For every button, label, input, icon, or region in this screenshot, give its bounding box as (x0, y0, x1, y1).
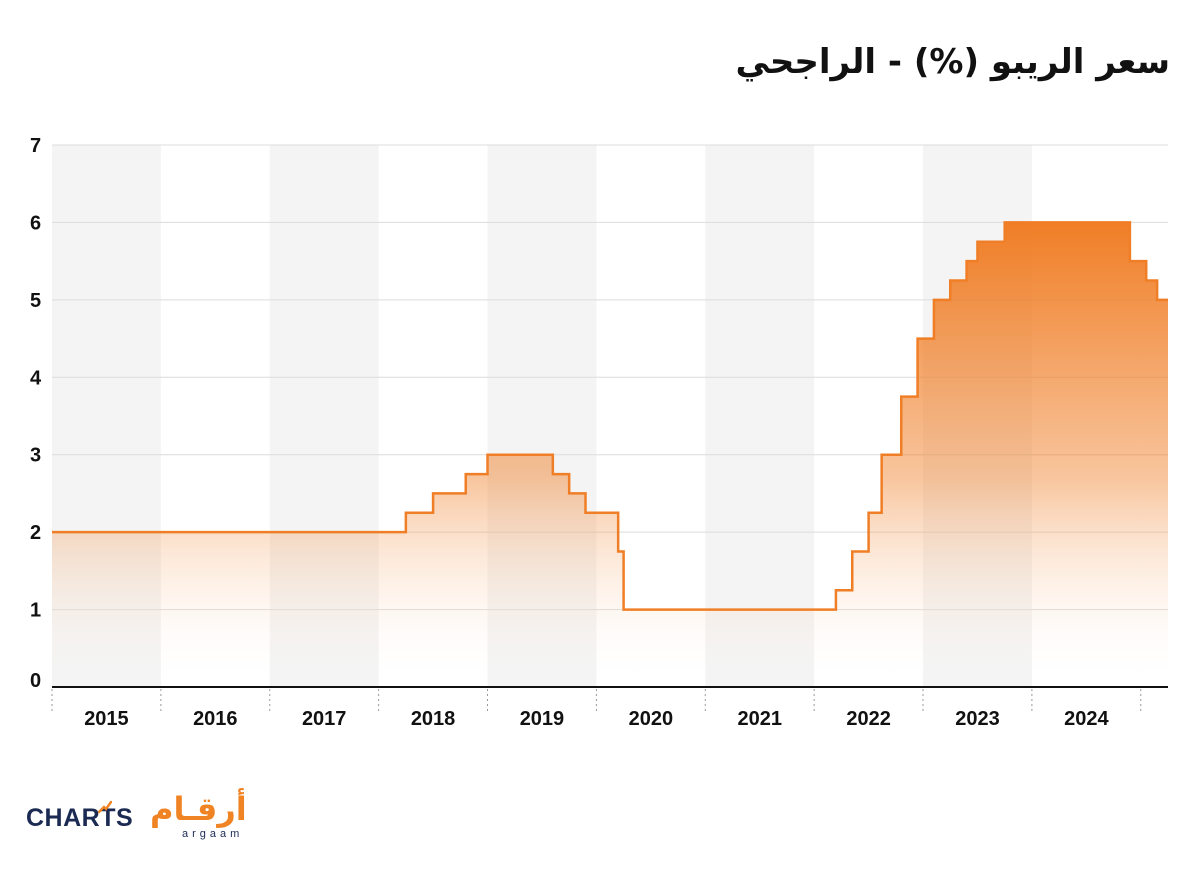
logo-spark-icon (98, 800, 112, 814)
logo-arabic-text: أرقـام (150, 790, 247, 828)
y-tick-label: 5 (30, 290, 41, 312)
y-tick-label: 6 (30, 212, 41, 234)
logo-sub-text: argaam (182, 828, 244, 840)
logo-charts-text: CHARTS (26, 804, 134, 832)
y-tick-label: 7 (30, 135, 41, 157)
repo-rate-line (52, 221, 1168, 611)
x-tick-label: 2020 (629, 708, 674, 730)
argaam-charts-logo: CHARTS أرقـام argaam (26, 790, 266, 846)
x-tick-label: 2022 (846, 708, 891, 730)
x-tick-label: 2018 (411, 708, 456, 730)
chart-title: سعر الريبو (%) - الراجحي (735, 42, 1170, 82)
x-tick-label: 2019 (520, 708, 565, 730)
y-tick-label: 0 (30, 670, 41, 692)
year-band-2021 (705, 145, 815, 687)
y-tick-label: 3 (30, 445, 41, 467)
repo-rate-area (52, 222, 1168, 687)
y-tick-label: 2 (30, 522, 41, 544)
y-tick-label: 4 (30, 367, 42, 389)
x-tick-label: 2016 (193, 708, 238, 730)
x-tick-label: 2015 (84, 708, 129, 730)
x-tick-label: 2021 (737, 708, 782, 730)
y-tick-label: 1 (30, 600, 41, 622)
x-tick-label: 2017 (302, 708, 347, 730)
x-tick-label: 2023 (955, 708, 1000, 730)
x-tick-label: 2024 (1064, 708, 1109, 730)
